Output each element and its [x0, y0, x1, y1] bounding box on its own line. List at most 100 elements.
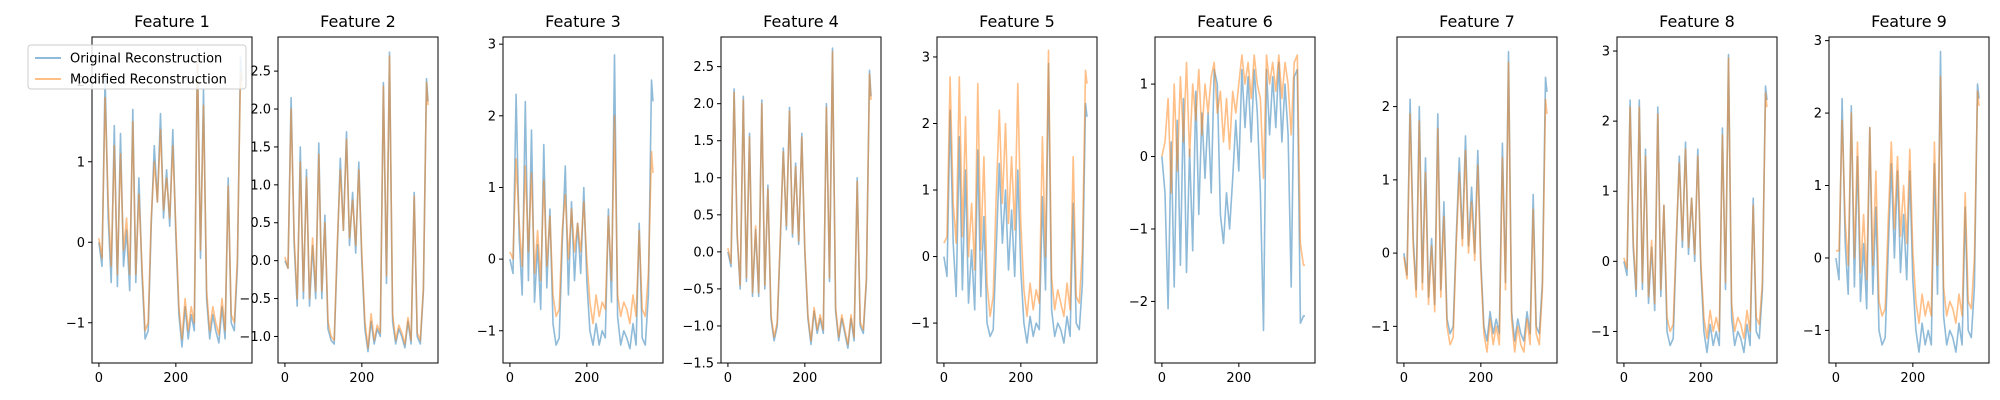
- axes-frame: [936, 36, 1098, 364]
- series-line-modified: [98, 56, 243, 340]
- y-tick-label: 1.0: [693, 171, 714, 186]
- x-tick-label: 200: [1008, 371, 1033, 386]
- y-tick-label: −1: [1591, 325, 1610, 340]
- y-tick-label: 2: [922, 117, 930, 132]
- legend-label-modified: Modified Reconstruction: [70, 73, 227, 88]
- axes-frame: [1154, 36, 1316, 364]
- y-tick-label: −1: [911, 317, 930, 332]
- y-tick-label: 0: [1382, 247, 1390, 262]
- panel-5: Feature 5 −1 0 1 2 3 0 200: [911, 12, 1098, 386]
- y-tick-label: 0.0: [693, 245, 714, 260]
- y-tick-label: 1: [1382, 173, 1390, 188]
- y-tick-label: −1.0: [682, 319, 714, 334]
- axes-frame: [1616, 36, 1778, 364]
- panel-title: Feature 9: [1871, 12, 1947, 31]
- x-tick-label: 0: [1158, 371, 1166, 386]
- legend: Original Reconstruction Modified Reconstr…: [27, 44, 247, 90]
- y-tick-label: 2: [1382, 100, 1390, 115]
- x-tick-label: 0: [95, 371, 103, 386]
- series-line-modified: [727, 50, 872, 346]
- series-line-original: [1835, 50, 1980, 353]
- y-tick-label: 0.0: [250, 254, 271, 269]
- y-tick-label: 0.5: [250, 216, 271, 231]
- series-line-original: [943, 62, 1088, 344]
- x-tick-label: 200: [1688, 371, 1713, 386]
- y-tick-label: −1: [1129, 222, 1148, 237]
- panel-title: Feature 6: [1197, 12, 1273, 31]
- panel-title: Feature 8: [1659, 12, 1735, 31]
- y-tick-label: 2.0: [250, 103, 271, 118]
- x-tick-label: 200: [1226, 371, 1251, 386]
- y-tick-label: −0.5: [239, 292, 271, 307]
- y-tick-label: 1: [77, 155, 85, 170]
- panel-title: Feature 2: [320, 12, 396, 31]
- x-tick-label: 0: [940, 371, 948, 386]
- y-tick-label: 1.0: [250, 178, 271, 193]
- x-tick-label: 200: [349, 371, 374, 386]
- legend-box: [27, 44, 247, 90]
- panel-6: Feature 6 −2 −1 0 1 0 200: [1129, 12, 1316, 386]
- x-tick-label: 0: [281, 371, 289, 386]
- y-tick-label: −1.5: [682, 357, 714, 372]
- series-line-modified: [1403, 61, 1548, 353]
- y-tick-label: 0: [1140, 150, 1148, 165]
- x-tick-label: 200: [574, 371, 599, 386]
- y-tick-label: 1: [1140, 78, 1148, 93]
- y-tick-label: 2: [1814, 107, 1822, 122]
- y-tick-label: −1: [1371, 320, 1390, 335]
- series-line-modified: [1623, 57, 1768, 340]
- y-tick-label: 0.5: [693, 208, 714, 223]
- panel-title: Feature 7: [1439, 12, 1515, 31]
- panel-title: Feature 3: [545, 12, 621, 31]
- axes-frame: [277, 36, 439, 364]
- y-tick-label: 3: [488, 38, 496, 53]
- axes-frame: [1396, 36, 1558, 364]
- panel-title: Feature 1: [134, 12, 210, 31]
- y-tick-label: 1.5: [250, 140, 271, 155]
- x-tick-label: 200: [163, 371, 188, 386]
- y-tick-label: 3: [922, 50, 930, 65]
- panel-2: Feature 2 −1.0 −0.5 0.0 0.5 1.0 1.5 2.0 2.5 0 200: [239, 12, 439, 386]
- y-tick-label: 1.5: [693, 134, 714, 149]
- series-line-original: [1161, 61, 1305, 332]
- y-tick-label: 1: [922, 184, 930, 199]
- axes-frame: [1828, 36, 1990, 364]
- y-tick-label: 2.0: [693, 97, 714, 112]
- series-line-modified: [1161, 54, 1305, 267]
- y-tick-label: 0: [488, 253, 496, 268]
- y-tick-label: −1: [1803, 324, 1822, 339]
- series-line-modified: [284, 55, 429, 349]
- y-tick-label: 0: [1602, 255, 1610, 270]
- series-line-modified: [943, 49, 1088, 318]
- y-tick-label: 2: [488, 109, 496, 124]
- x-tick-label: 0: [506, 371, 514, 386]
- x-tick-label: 0: [1400, 371, 1408, 386]
- axes-frame: [502, 36, 664, 364]
- y-tick-label: 0: [77, 236, 85, 251]
- y-tick-label: 3: [1602, 45, 1610, 60]
- y-tick-label: 0: [922, 250, 930, 265]
- y-tick-label: −1.0: [239, 330, 271, 345]
- x-tick-label: 200: [1900, 371, 1925, 386]
- y-tick-label: 1: [1814, 179, 1822, 194]
- panel-7: Feature 7 −1 0 1 2 0 200: [1371, 12, 1558, 386]
- y-tick-label: −0.5: [682, 282, 714, 297]
- x-tick-label: 0: [1620, 371, 1628, 386]
- y-tick-label: 3: [1814, 34, 1822, 49]
- panel-title: Feature 5: [979, 12, 1055, 31]
- y-tick-label: 2: [1602, 115, 1610, 130]
- panel-title: Feature 4: [763, 12, 839, 31]
- y-tick-label: 0: [1814, 251, 1822, 266]
- y-tick-label: 1: [488, 181, 496, 196]
- x-tick-label: 0: [724, 371, 732, 386]
- series-line-modified: [509, 115, 654, 325]
- panel-9: Feature 9 −1 0 1 2 3 0 200: [1803, 12, 1990, 386]
- legend-label-original: Original Reconstruction: [70, 52, 222, 67]
- panel-4: Feature 4 −1.5 −1.0 −0.5 0.0 0.5 1.0 1.5 2.0 2.5 0…: [682, 12, 882, 386]
- series-line-modified: [1835, 76, 1980, 325]
- y-tick-label: 1: [1602, 185, 1610, 200]
- panel-3: Feature 3 −1 0 1 2 3 0 200: [477, 12, 664, 386]
